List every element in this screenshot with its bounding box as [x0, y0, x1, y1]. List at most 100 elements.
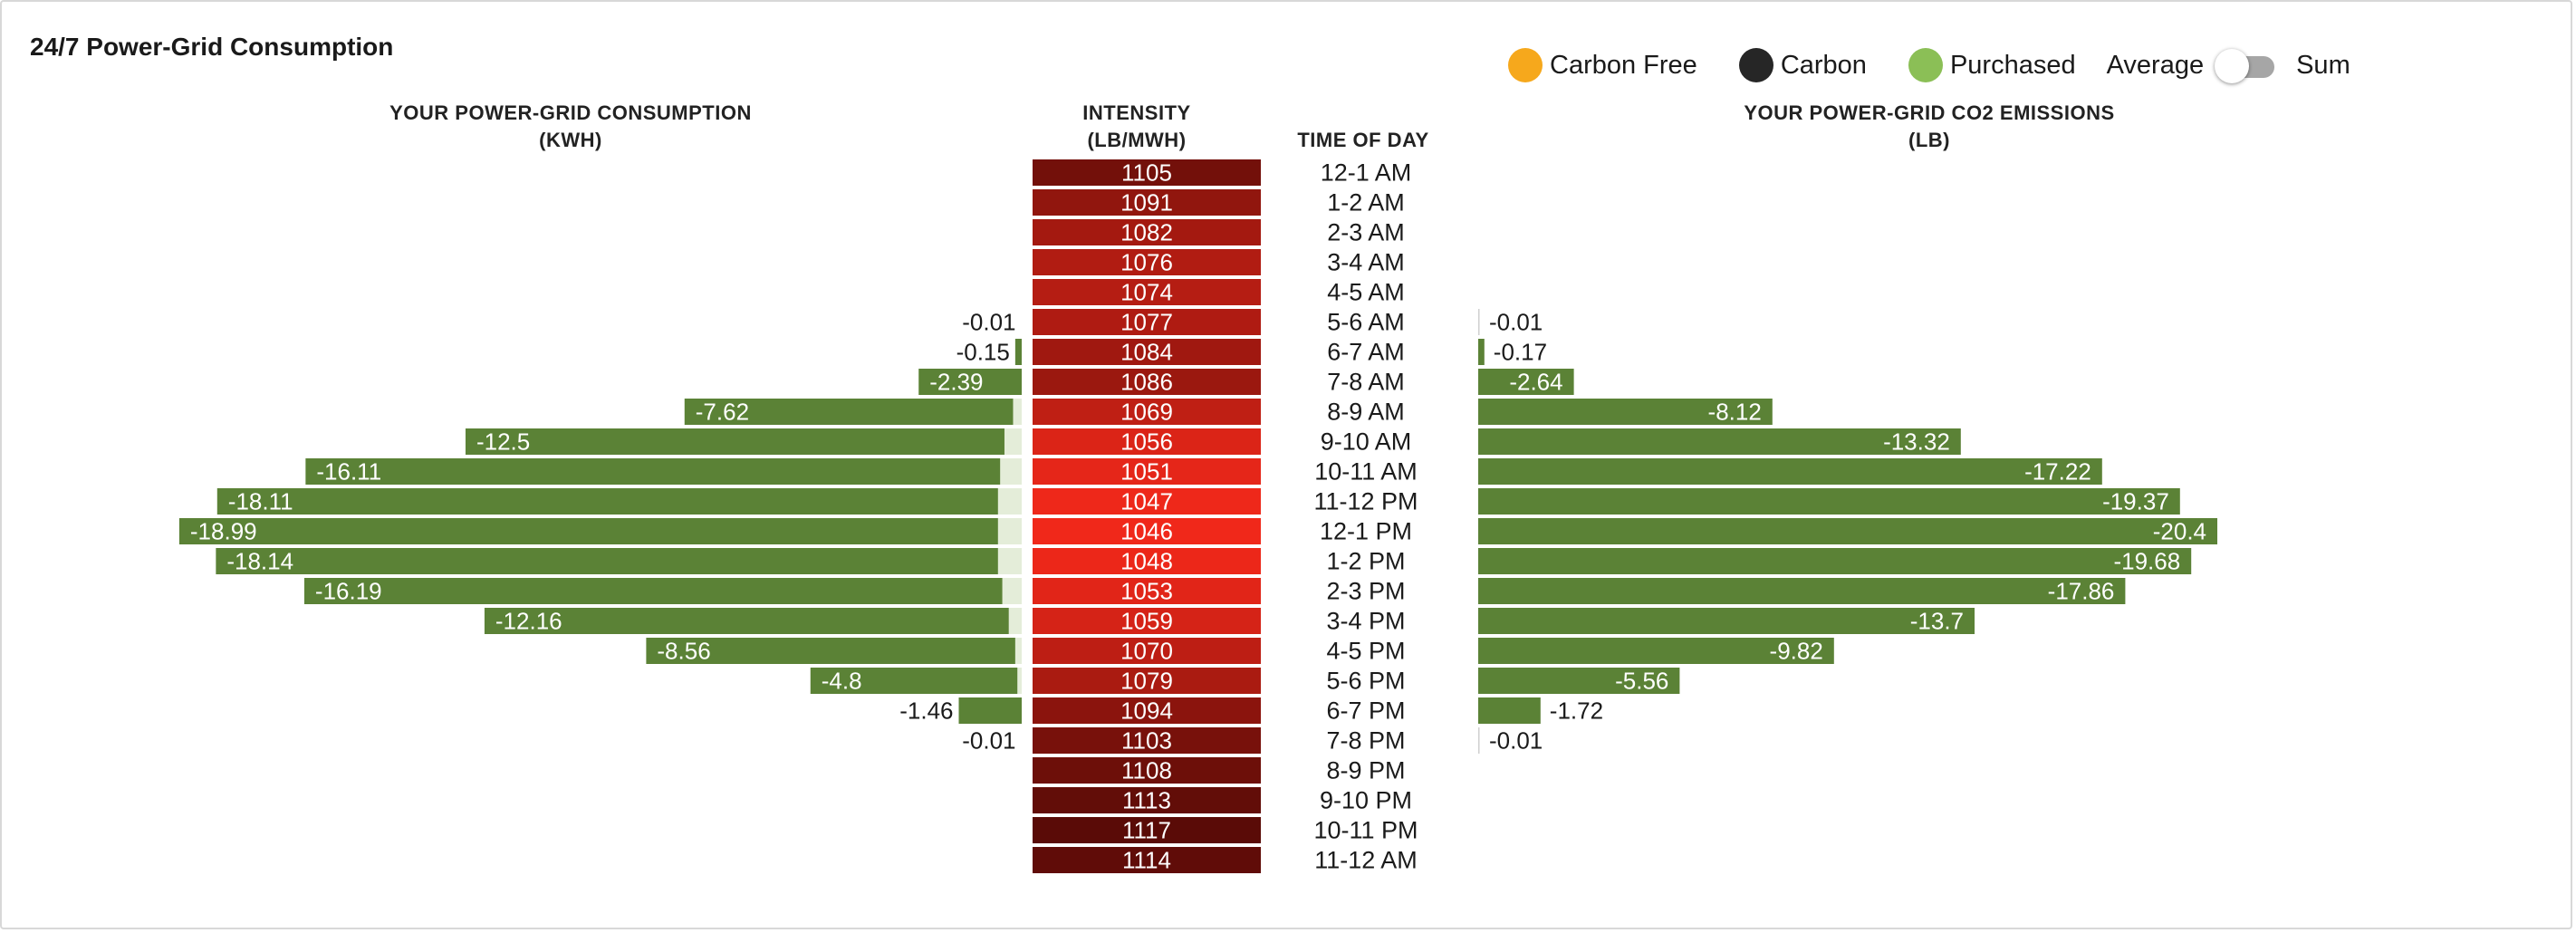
time-label: 6-7 AM — [1327, 339, 1405, 366]
intensity-label: 1103 — [1121, 727, 1172, 755]
consumption-bar — [918, 369, 1022, 395]
emissions-label: -0.17 — [1494, 339, 1547, 366]
intensity-label: 1051 — [1120, 458, 1173, 486]
consumption-label: -18.14 — [226, 548, 293, 575]
time-label: 3-4 AM — [1327, 249, 1405, 276]
emissions-bar — [1478, 608, 1975, 634]
emissions-header-title: YOUR POWER-GRID CO2 EMISSIONS — [1744, 101, 2115, 124]
consumption-label: -1.46 — [899, 697, 953, 725]
intensity-label: 1047 — [1120, 488, 1173, 515]
emissions-label: -5.56 — [1615, 668, 1668, 695]
time-label: 12-1 PM — [1320, 518, 1412, 545]
legend-item-purchased[interactable]: Purchased — [1908, 48, 2076, 82]
consumption-light-bar — [997, 518, 1022, 544]
consumption-bar — [1014, 339, 1022, 365]
consumption-light-bar — [1002, 578, 1022, 604]
time-label: 10-11 AM — [1314, 458, 1418, 486]
time-label: 2-3 PM — [1326, 578, 1405, 605]
toggle-average-label: Average — [2106, 50, 2205, 80]
intensity-label: 1070 — [1120, 638, 1173, 665]
intensity-label: 1105 — [1121, 159, 1172, 187]
emissions-bar — [1478, 668, 1680, 694]
legend-item-carbon-free[interactable]: Carbon Free — [1508, 48, 1697, 82]
consumption-bar — [958, 697, 1022, 724]
emissions-bar — [1478, 488, 2180, 515]
intensity-cell — [1033, 488, 1261, 515]
legend-label: Carbon — [1780, 50, 1867, 80]
time-label: 4-5 AM — [1327, 279, 1405, 306]
consumption-label: -18.99 — [190, 518, 257, 545]
intensity-cell — [1033, 608, 1261, 634]
time-header: TIME OF DAY — [1259, 127, 1467, 154]
emissions-label: -13.32 — [1883, 428, 1950, 456]
emissions-label: -8.12 — [1708, 399, 1762, 426]
consumption-label: -12.16 — [495, 608, 562, 635]
time-label: 1-2 AM — [1327, 189, 1405, 216]
consumption-light-bar — [1013, 399, 1022, 425]
emissions-bar — [1478, 339, 1485, 365]
time-label: 9-10 AM — [1321, 428, 1412, 456]
consumption-label: -2.39 — [929, 369, 983, 396]
consumption-label: -12.5 — [476, 428, 530, 456]
intensity-cell — [1033, 428, 1261, 455]
average-sum-toggle[interactable] — [2215, 47, 2276, 83]
intensity-label: 1074 — [1120, 279, 1173, 306]
emissions-bar — [1478, 578, 2126, 604]
intensity-cell — [1033, 697, 1261, 724]
intensity-header: INTENSITY (LB/MWH) — [1033, 100, 1241, 154]
intensity-header-unit: (LB/MWH) — [1087, 129, 1187, 151]
intensity-cell — [1033, 518, 1261, 544]
emissions-bar — [1478, 309, 1480, 335]
time-label: 9-10 PM — [1320, 787, 1412, 814]
intensity-label: 1077 — [1120, 309, 1173, 336]
emissions-label: -17.22 — [2024, 458, 2091, 486]
intensity-cell — [1033, 458, 1261, 485]
intensity-cell — [1033, 578, 1261, 604]
consumption-label: -18.11 — [228, 488, 293, 515]
time-label: 10-11 PM — [1313, 817, 1418, 844]
consumption-light-bar — [1017, 668, 1022, 694]
intensity-label: 1094 — [1120, 697, 1173, 725]
consumption-bar — [810, 668, 1018, 694]
emissions-label: -9.82 — [1770, 638, 1823, 665]
consumption-label: -7.62 — [696, 399, 749, 426]
time-label: 5-6 AM — [1327, 309, 1405, 336]
toggle-sum-label: Sum — [2296, 50, 2350, 80]
consumption-header-unit: (KWH) — [539, 129, 602, 151]
emissions-bar — [1478, 548, 2192, 574]
intensity-cell — [1033, 399, 1261, 425]
legend-label: Carbon Free — [1550, 50, 1697, 80]
time-label: 11-12 AM — [1314, 847, 1418, 874]
emissions-bar — [1478, 399, 1773, 425]
time-label: 11-12 PM — [1313, 488, 1418, 515]
carbon-dot-icon — [1738, 48, 1773, 82]
emissions-bar — [1478, 369, 1574, 395]
time-label: 8-9 PM — [1326, 757, 1405, 784]
consumption-light-bar — [1000, 458, 1022, 485]
intensity-label: 1091 — [1120, 189, 1173, 216]
intensity-label: 1059 — [1120, 608, 1173, 635]
emissions-bar — [1478, 727, 1480, 754]
consumption-bar — [684, 399, 1014, 425]
emissions-header-unit: (LB) — [1908, 129, 1950, 151]
toggle-knob[interactable] — [2215, 49, 2250, 83]
intensity-label: 1117 — [1122, 817, 1171, 844]
time-label: 4-5 PM — [1326, 638, 1405, 665]
legend-label: Purchased — [1949, 50, 2076, 80]
consumption-light-bar — [997, 548, 1022, 574]
time-label: 2-3 AM — [1327, 219, 1405, 246]
intensity-cell — [1033, 249, 1261, 275]
consumption-label: -16.19 — [315, 578, 382, 605]
emissions-bar — [1478, 458, 2102, 485]
intensity-label: 1113 — [1122, 787, 1171, 814]
consumption-label: -16.11 — [316, 458, 381, 486]
emissions-label: -2.64 — [1509, 369, 1562, 396]
legend-item-carbon[interactable]: Carbon — [1738, 48, 1867, 82]
intensity-label: 1086 — [1120, 369, 1173, 396]
time-header-title: TIME OF DAY — [1297, 129, 1429, 151]
emissions-bar — [1478, 518, 2217, 544]
emissions-label: -17.86 — [2048, 578, 2115, 605]
carbon-free-dot-icon — [1508, 48, 1543, 82]
emissions-label: -19.37 — [2102, 488, 2169, 515]
time-label: 7-8 PM — [1326, 727, 1405, 755]
